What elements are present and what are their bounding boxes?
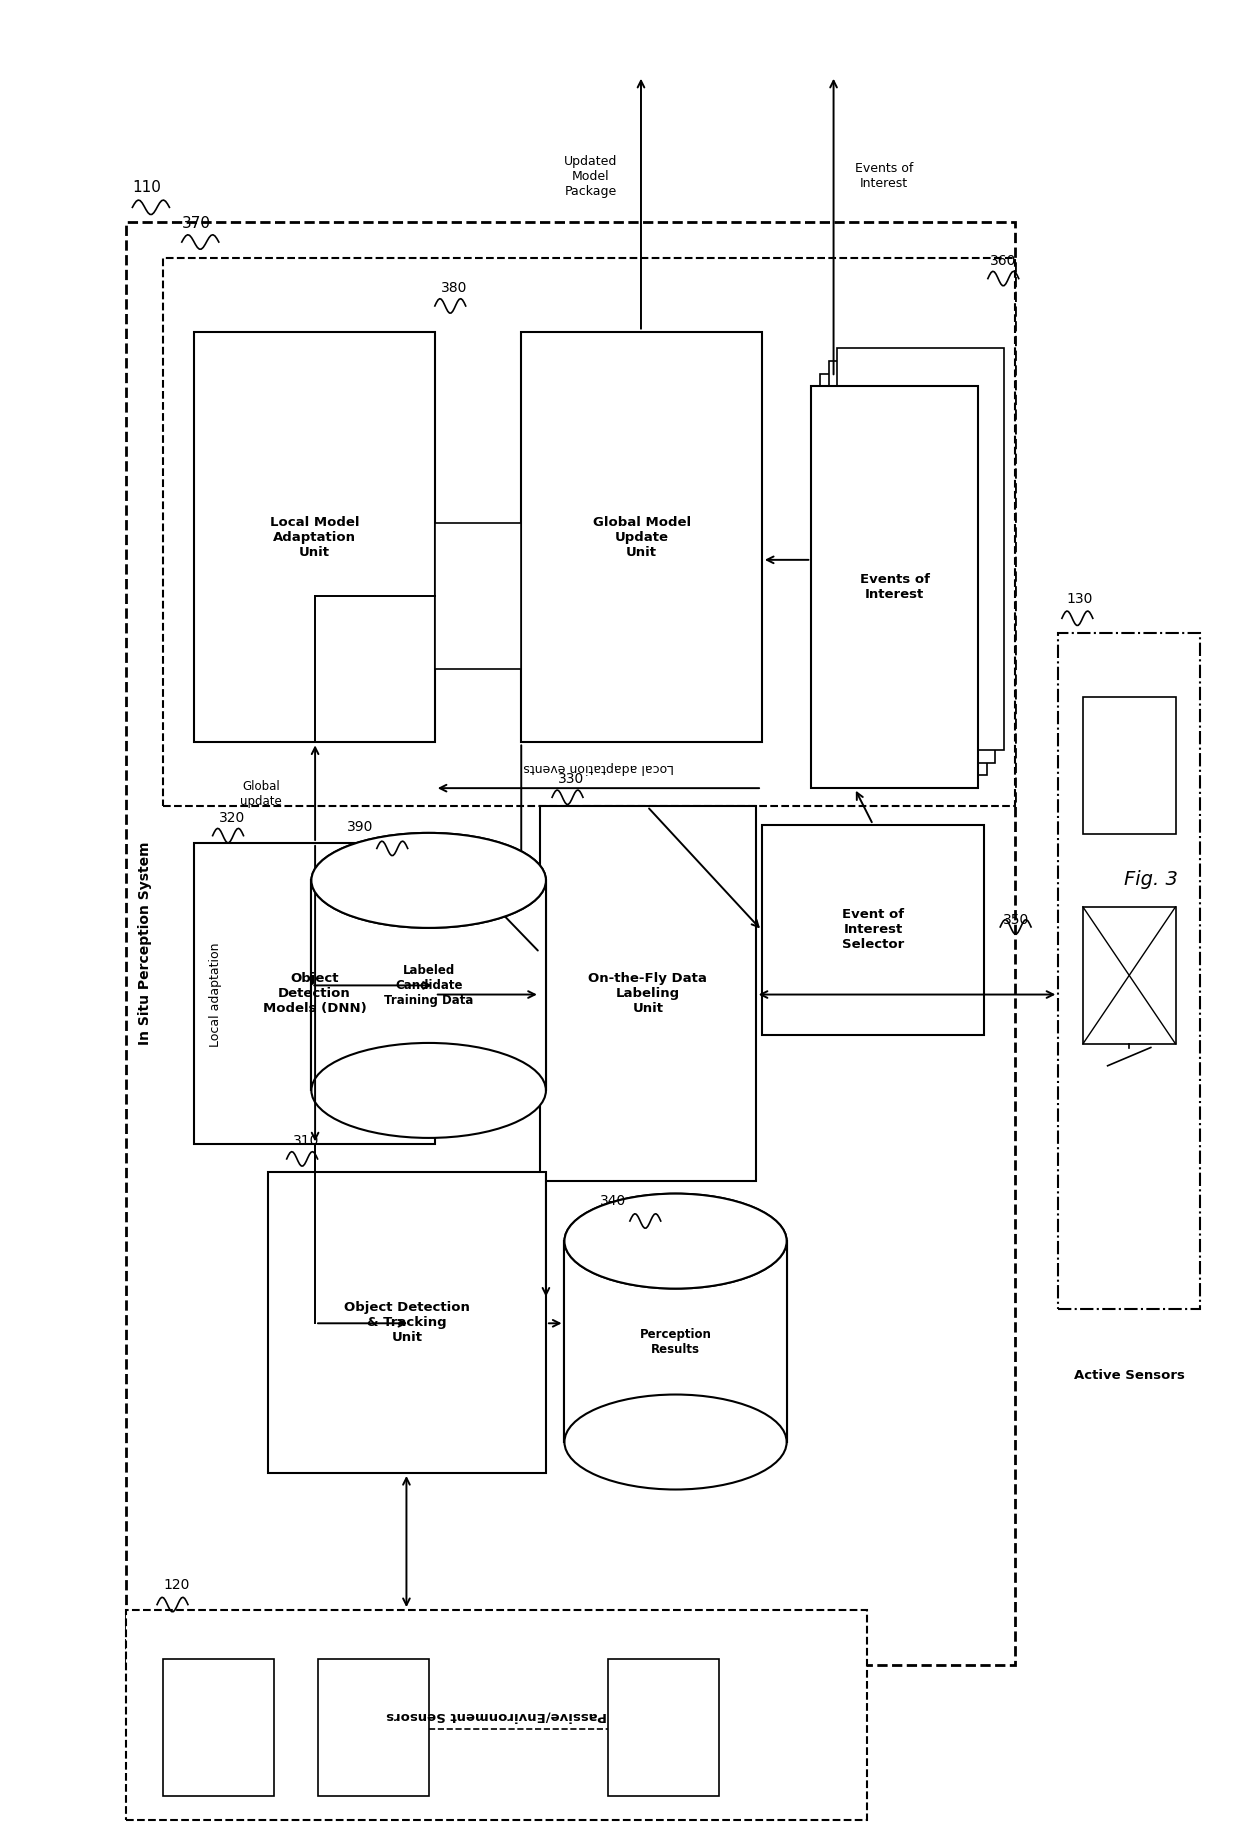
Text: Events of
Interest: Events of Interest xyxy=(859,573,930,601)
FancyBboxPatch shape xyxy=(564,1240,786,1442)
Text: 350: 350 xyxy=(1003,912,1029,927)
FancyBboxPatch shape xyxy=(126,1610,867,1819)
FancyBboxPatch shape xyxy=(539,806,756,1182)
Text: Global Model
Update
Unit: Global Model Update Unit xyxy=(593,515,691,559)
FancyBboxPatch shape xyxy=(811,387,978,788)
Text: 310: 310 xyxy=(293,1134,319,1149)
Text: 130: 130 xyxy=(1066,592,1094,606)
Text: Local Model
Adaptation
Unit: Local Model Adaptation Unit xyxy=(270,515,360,559)
Ellipse shape xyxy=(564,1194,786,1288)
FancyBboxPatch shape xyxy=(837,348,1004,749)
FancyBboxPatch shape xyxy=(164,1660,274,1797)
Ellipse shape xyxy=(564,1394,786,1489)
Ellipse shape xyxy=(311,1042,546,1138)
Text: 390: 390 xyxy=(347,819,373,834)
Text: Fig. 3: Fig. 3 xyxy=(1123,870,1178,889)
FancyBboxPatch shape xyxy=(317,1660,429,1797)
Ellipse shape xyxy=(564,1194,786,1288)
FancyBboxPatch shape xyxy=(1083,907,1176,1044)
FancyBboxPatch shape xyxy=(435,524,521,669)
Ellipse shape xyxy=(311,834,546,927)
Text: 380: 380 xyxy=(441,280,467,295)
Text: 110: 110 xyxy=(133,180,161,194)
Ellipse shape xyxy=(311,834,546,927)
Text: 120: 120 xyxy=(164,1577,190,1592)
FancyBboxPatch shape xyxy=(195,843,435,1145)
FancyBboxPatch shape xyxy=(195,332,435,742)
Text: Local adaptation: Local adaptation xyxy=(208,942,222,1046)
Text: Passive/Environment Sensors: Passive/Environment Sensors xyxy=(386,1709,608,1722)
FancyBboxPatch shape xyxy=(268,1172,546,1473)
Text: 360: 360 xyxy=(991,253,1017,267)
Text: Event of
Interest
Selector: Event of Interest Selector xyxy=(842,909,904,951)
Text: 370: 370 xyxy=(182,216,211,231)
Text: Perception
Results: Perception Results xyxy=(640,1328,712,1356)
FancyBboxPatch shape xyxy=(828,361,996,762)
Text: In Situ Perception System: In Situ Perception System xyxy=(138,841,151,1044)
Text: 330: 330 xyxy=(558,773,584,786)
Text: Object
Detection
Models (DNN): Object Detection Models (DNN) xyxy=(263,973,366,1015)
FancyBboxPatch shape xyxy=(1058,632,1200,1308)
Text: Updated
Model
Package: Updated Model Package xyxy=(564,154,618,198)
FancyBboxPatch shape xyxy=(1083,696,1176,834)
Text: Active Sensors: Active Sensors xyxy=(1074,1369,1185,1381)
FancyBboxPatch shape xyxy=(820,374,987,775)
FancyBboxPatch shape xyxy=(126,222,1016,1665)
Ellipse shape xyxy=(311,1042,546,1138)
FancyBboxPatch shape xyxy=(521,332,761,742)
Text: 320: 320 xyxy=(218,812,246,824)
Text: Events of
Interest: Events of Interest xyxy=(854,163,913,191)
FancyBboxPatch shape xyxy=(164,258,1016,806)
FancyBboxPatch shape xyxy=(608,1660,719,1797)
Text: Local adaptation events: Local adaptation events xyxy=(523,760,675,773)
Text: Labeled
Candidate
Training Data: Labeled Candidate Training Data xyxy=(384,964,474,1008)
Text: 340: 340 xyxy=(600,1194,626,1209)
Ellipse shape xyxy=(564,1394,786,1489)
Text: Global
update: Global update xyxy=(241,780,281,808)
Text: On-the-Fly Data
Labeling
Unit: On-the-Fly Data Labeling Unit xyxy=(588,973,707,1015)
Text: Object Detection
& Tracking
Unit: Object Detection & Tracking Unit xyxy=(345,1301,470,1345)
FancyBboxPatch shape xyxy=(761,824,985,1035)
FancyBboxPatch shape xyxy=(311,881,546,1090)
